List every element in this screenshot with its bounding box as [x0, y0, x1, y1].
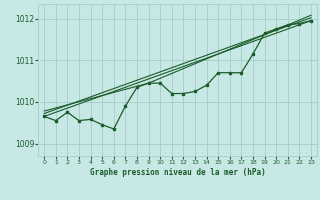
X-axis label: Graphe pression niveau de la mer (hPa): Graphe pression niveau de la mer (hPa) [90, 168, 266, 177]
